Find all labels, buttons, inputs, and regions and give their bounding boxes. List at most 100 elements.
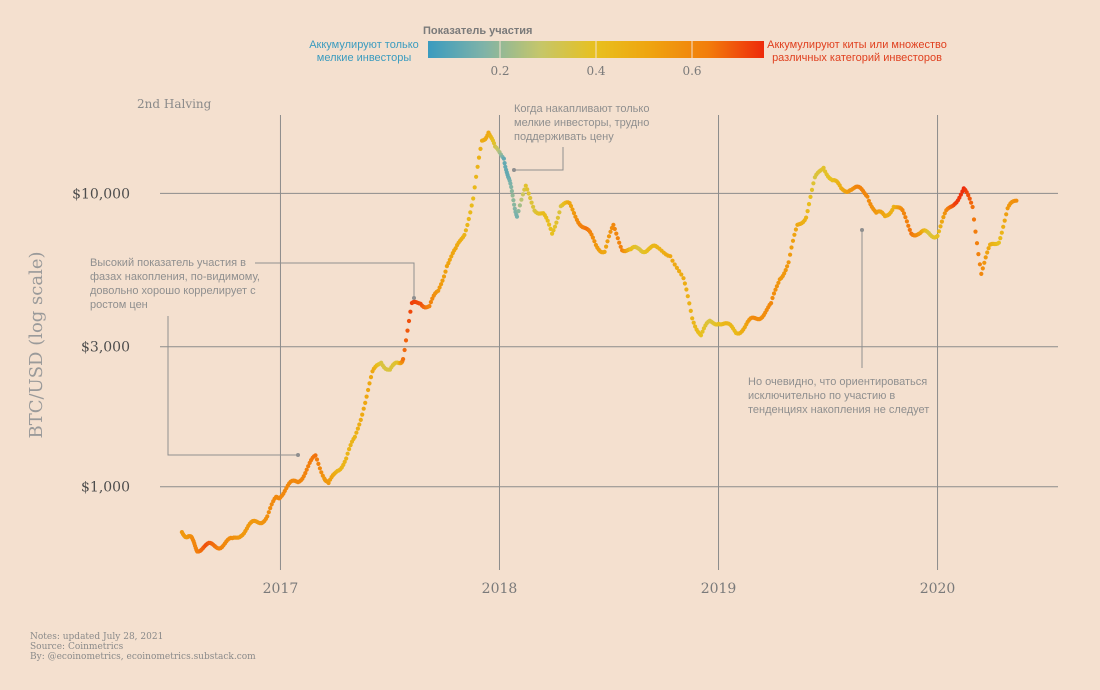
data-point: [403, 338, 409, 343]
y-tick-label-1: $3,000: [81, 340, 130, 356]
data-point: [363, 400, 368, 405]
data-point: [573, 214, 578, 219]
data-point: [367, 381, 372, 386]
data-point: [592, 239, 597, 244]
data-points: [179, 130, 1019, 554]
legend-right-label-line1: Аккумулируют киты или множество: [767, 39, 947, 51]
color-legend: Показатель участия Аккумулируют только м…: [309, 25, 947, 78]
data-point: [509, 184, 514, 190]
data-point: [446, 261, 451, 266]
y-tick-label-2: $10,000: [72, 186, 130, 202]
data-point: [550, 231, 555, 236]
data-point: [939, 219, 945, 224]
annotation-high-participation-dot-1: [412, 296, 416, 300]
data-point: [700, 329, 705, 334]
data-point: [698, 333, 704, 338]
data-point: [688, 308, 693, 313]
data-point: [938, 224, 943, 229]
data-point: [808, 194, 813, 199]
legend-tick-label-1: 0.4: [586, 64, 605, 78]
data-point: [974, 241, 980, 246]
data-point: [980, 266, 985, 271]
x-tick-label-3: 2020: [920, 581, 956, 597]
data-point: [672, 262, 677, 267]
data-point: [690, 316, 695, 321]
data-point: [986, 246, 991, 251]
data-point: [316, 461, 321, 466]
data-point: [366, 387, 371, 393]
data-point: [555, 215, 561, 220]
data-point: [344, 456, 349, 461]
data-point: [447, 257, 452, 262]
data-point: [969, 200, 974, 205]
notes-updated: Notes: updated July 28, 2021: [30, 632, 163, 642]
data-point: [436, 288, 441, 293]
annotation-small-investors-leader: [514, 147, 564, 171]
data-point: [571, 211, 577, 216]
x-tick-label-1: 2018: [482, 581, 518, 597]
data-point: [685, 294, 690, 299]
annotation-high-participation-line2: фазах накопления, по-видимому,: [90, 271, 260, 283]
data-point: [514, 214, 520, 219]
data-point: [611, 222, 616, 227]
annotation-high-participation-line1: Высокий показатель участия в: [90, 257, 246, 269]
data-point: [788, 252, 793, 257]
data-point: [440, 278, 445, 283]
data-point: [865, 194, 870, 199]
data-point: [268, 506, 273, 511]
data-point: [668, 254, 673, 259]
data-point: [345, 451, 350, 456]
data-point: [502, 161, 507, 166]
annotation-caution-line3: тенденциях накопления не следует: [748, 404, 929, 416]
data-point: [405, 328, 410, 333]
data-point: [903, 215, 908, 220]
data-point: [900, 208, 905, 213]
annotation-high-participation-leader-1: [255, 262, 415, 298]
data-point: [612, 226, 617, 232]
data-point: [773, 287, 778, 292]
data-point: [355, 426, 360, 431]
data-point: [508, 181, 513, 186]
legend-title: Показатель участия: [423, 25, 532, 37]
data-point: [525, 187, 530, 192]
annotation-small-investors: Когда накапливают только мелкие инвестор…: [512, 103, 649, 172]
annotation-caution-line1: Но очевидно, что ориентироваться: [748, 376, 927, 388]
data-point: [811, 181, 816, 186]
data-point: [478, 146, 483, 151]
data-point: [793, 227, 799, 232]
data-point: [966, 193, 971, 198]
data-point: [313, 453, 318, 458]
data-point: [428, 300, 433, 305]
data-point: [783, 268, 788, 273]
data-point: [682, 281, 688, 286]
grid: [160, 115, 1058, 570]
data-point: [805, 209, 810, 214]
x-tick-label-0: 2017: [263, 581, 299, 597]
data-point: [303, 471, 308, 476]
data-point: [314, 457, 320, 462]
data-point: [973, 229, 978, 234]
data-point: [545, 218, 550, 223]
annotation-small-investors-line2: мелкие инвесторы, трудно: [514, 117, 649, 129]
y-axis-ticks: $1,000 $3,000 $10,000: [72, 186, 130, 495]
data-point: [785, 264, 790, 269]
data-point: [347, 447, 352, 452]
data-point: [606, 234, 612, 239]
annotation-high-participation-leader-2: [167, 316, 298, 456]
data-point: [602, 249, 607, 254]
data-point: [519, 197, 524, 202]
annotation-caution-dot: [860, 228, 864, 232]
data-point: [618, 244, 623, 249]
data-point: [809, 187, 815, 192]
data-point: [782, 271, 787, 276]
data-point: [769, 301, 774, 306]
data-point: [998, 236, 1003, 241]
data-point: [614, 231, 619, 236]
data-point: [529, 200, 534, 205]
data-point: [475, 164, 480, 169]
data-point: [790, 238, 796, 243]
data-point: [509, 189, 514, 194]
data-point: [265, 514, 270, 519]
y-tick-label-0: $1,000: [81, 480, 130, 496]
